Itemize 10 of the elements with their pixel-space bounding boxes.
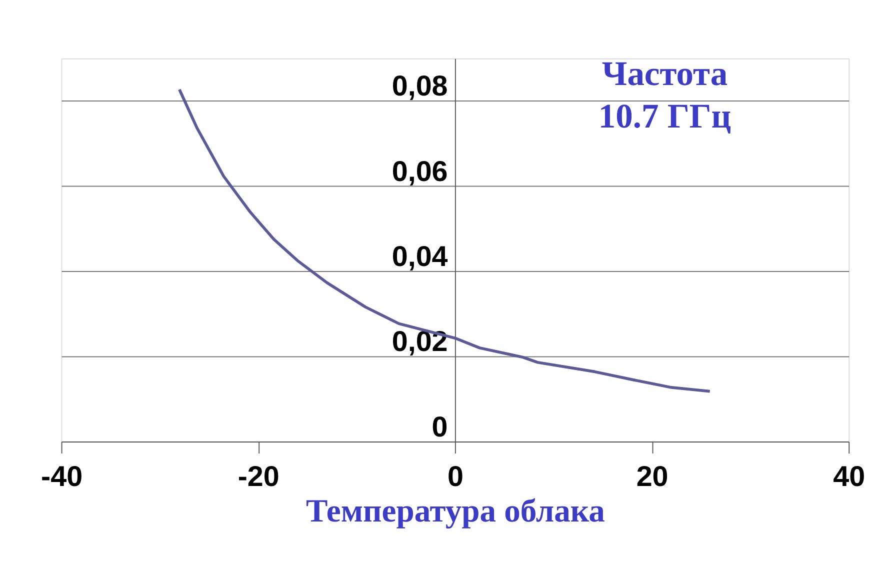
x-tick-label: 20 — [636, 461, 668, 494]
x-tick-label: 40 — [833, 461, 866, 494]
y-tick-label: 0,08 — [392, 70, 448, 103]
x-axis-title: Температура облака — [306, 494, 605, 530]
x-tick-label: -20 — [238, 461, 280, 494]
x-tick-label: -40 — [41, 461, 83, 494]
y-tick-label: 0 — [432, 411, 448, 444]
annotation: Частота 10.7 ГГц — [598, 55, 732, 136]
y-tick-label: 0,06 — [392, 156, 448, 188]
y-tick-label: 0,04 — [392, 240, 448, 273]
